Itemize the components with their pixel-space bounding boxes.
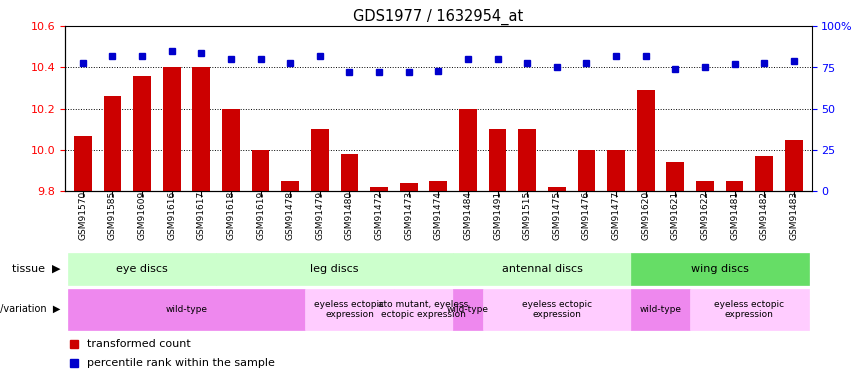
- Text: GSM91621: GSM91621: [671, 191, 680, 240]
- Text: GSM91617: GSM91617: [197, 191, 206, 240]
- Bar: [340, 154, 358, 191]
- Text: GSM91618: GSM91618: [227, 191, 235, 240]
- Text: GSM91474: GSM91474: [434, 191, 443, 240]
- Bar: [371, 187, 388, 191]
- Bar: [726, 181, 744, 191]
- Bar: [400, 183, 418, 191]
- Text: GSM91481: GSM91481: [730, 191, 739, 240]
- Bar: [222, 109, 240, 191]
- Text: GSM91616: GSM91616: [168, 191, 176, 240]
- Bar: [696, 181, 713, 191]
- Text: GSM91473: GSM91473: [404, 191, 413, 240]
- Text: eye discs: eye discs: [116, 264, 168, 274]
- Bar: [637, 90, 654, 191]
- Bar: [133, 76, 151, 191]
- Bar: [631, 289, 690, 330]
- Text: GSM91620: GSM91620: [641, 191, 650, 240]
- Text: GSM91585: GSM91585: [108, 191, 117, 240]
- Text: GSM91480: GSM91480: [345, 191, 354, 240]
- Text: ato mutant, eyeless
ectopic expression: ato mutant, eyeless ectopic expression: [378, 300, 469, 319]
- Text: wild-type: wild-type: [447, 305, 489, 314]
- Bar: [489, 129, 506, 191]
- Bar: [252, 150, 269, 191]
- Text: wild-type: wild-type: [166, 305, 207, 314]
- Bar: [690, 289, 809, 330]
- Text: GSM91484: GSM91484: [464, 191, 472, 240]
- Bar: [68, 253, 216, 285]
- Text: GSM91477: GSM91477: [612, 191, 621, 240]
- Text: GSM91483: GSM91483: [789, 191, 799, 240]
- Text: genotype/variation  ▶: genotype/variation ▶: [0, 304, 61, 314]
- Text: GSM91515: GSM91515: [523, 191, 532, 240]
- Bar: [430, 181, 447, 191]
- Text: GSM91479: GSM91479: [315, 191, 325, 240]
- Text: GSM91491: GSM91491: [493, 191, 502, 240]
- Bar: [483, 289, 631, 330]
- Bar: [68, 289, 305, 330]
- Text: wild-type: wild-type: [640, 305, 681, 314]
- Text: eyeless ectopic
expression: eyeless ectopic expression: [714, 300, 785, 319]
- Text: GSM91619: GSM91619: [256, 191, 265, 240]
- Title: GDS1977 / 1632954_at: GDS1977 / 1632954_at: [353, 9, 523, 25]
- Bar: [453, 253, 631, 285]
- Text: antennal discs: antennal discs: [502, 264, 582, 274]
- Text: tissue  ▶: tissue ▶: [12, 264, 61, 274]
- Bar: [785, 140, 803, 191]
- Text: leg discs: leg discs: [311, 264, 358, 274]
- Bar: [608, 150, 625, 191]
- Bar: [453, 289, 483, 330]
- Bar: [631, 253, 809, 285]
- Bar: [281, 181, 299, 191]
- Bar: [305, 289, 394, 330]
- Bar: [103, 96, 122, 191]
- Bar: [459, 109, 477, 191]
- Bar: [548, 187, 566, 191]
- Bar: [163, 68, 181, 191]
- Bar: [518, 129, 536, 191]
- Text: percentile rank within the sample: percentile rank within the sample: [88, 358, 275, 368]
- Bar: [311, 129, 329, 191]
- Text: eyeless ectopic
expression: eyeless ectopic expression: [314, 300, 385, 319]
- Text: GSM91472: GSM91472: [375, 191, 384, 240]
- Bar: [667, 162, 684, 191]
- Text: wing discs: wing discs: [691, 264, 749, 274]
- Text: GSM91478: GSM91478: [286, 191, 295, 240]
- Text: eyeless ectopic
expression: eyeless ectopic expression: [522, 300, 592, 319]
- Bar: [577, 150, 595, 191]
- Bar: [193, 68, 210, 191]
- Text: GSM91475: GSM91475: [552, 191, 562, 240]
- Text: GSM91622: GSM91622: [700, 191, 709, 240]
- Text: transformed count: transformed count: [88, 339, 191, 349]
- Bar: [755, 156, 773, 191]
- Bar: [216, 253, 453, 285]
- Text: GSM91609: GSM91609: [138, 191, 147, 240]
- Text: GSM91570: GSM91570: [78, 191, 88, 240]
- Text: GSM91482: GSM91482: [760, 191, 769, 240]
- Text: GSM91476: GSM91476: [582, 191, 591, 240]
- Bar: [394, 289, 453, 330]
- Bar: [74, 136, 92, 191]
